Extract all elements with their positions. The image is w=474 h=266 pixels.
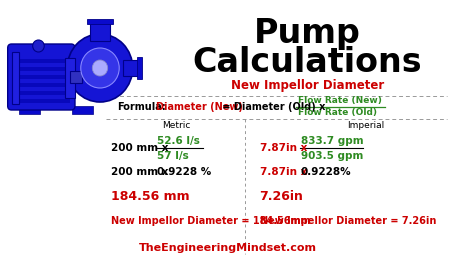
Text: 903.5 gpm: 903.5 gpm [301,151,363,161]
Text: 184.56 mm: 184.56 mm [110,189,189,202]
Text: 52.6 l/s: 52.6 l/s [157,136,200,146]
Text: New Impellor Diameter = 184.56mm: New Impellor Diameter = 184.56mm [110,216,310,226]
Bar [137,57,142,79]
Text: 0.9228%: 0.9228% [301,167,352,177]
Bar [11,52,19,104]
Circle shape [67,34,133,102]
Text: Flow Rate (Old): Flow Rate (Old) [298,109,377,118]
Text: 7.26in: 7.26in [260,189,303,202]
Bar [70,71,82,83]
Text: 0.9228 %: 0.9228 % [157,167,211,177]
Text: = Diameter (Old) x: = Diameter (Old) x [219,102,326,112]
Bar [12,91,70,95]
Text: New Impellor Diameter = 7.26in: New Impellor Diameter = 7.26in [260,216,436,226]
Text: Imperial: Imperial [346,122,384,131]
Bar [19,106,40,114]
Text: Diameter (New): Diameter (New) [156,102,243,112]
Text: Flow Rate (New): Flow Rate (New) [298,97,382,106]
Text: 7.87in x: 7.87in x [260,143,307,153]
Text: 200 mm x: 200 mm x [110,143,168,153]
Text: Metric: Metric [162,122,190,131]
Text: New Impellor Diameter: New Impellor Diameter [231,78,384,92]
Text: 200 mm x: 200 mm x [110,167,168,177]
Circle shape [81,48,119,88]
Text: 7.87in x: 7.87in x [260,167,307,177]
Bar [123,60,140,76]
FancyBboxPatch shape [8,44,75,110]
Bar [12,67,70,71]
Bar [12,59,70,63]
Bar [12,75,70,79]
Text: Calculations: Calculations [193,47,422,80]
Bar [91,21,109,41]
Bar [87,19,113,24]
Text: Pump: Pump [254,18,361,51]
Bar [12,83,70,87]
Text: 833.7 gpm: 833.7 gpm [301,136,364,146]
Circle shape [33,40,44,52]
Circle shape [92,60,108,76]
Text: 57 l/s: 57 l/s [157,151,189,161]
Bar [72,106,93,114]
Bar [65,58,75,98]
Text: Formula:: Formula: [117,102,166,112]
Bar [12,99,70,103]
Text: TheEngineeringMindset.com: TheEngineeringMindset.com [139,243,317,253]
